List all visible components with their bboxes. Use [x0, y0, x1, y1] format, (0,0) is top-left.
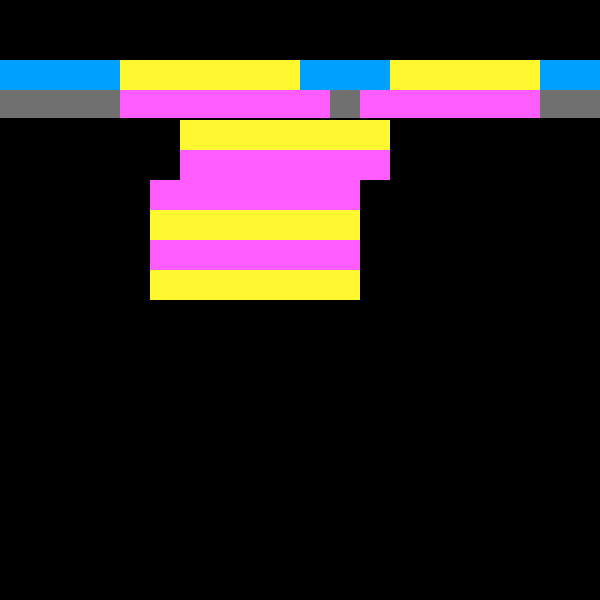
- yellow-bar-upper-1: [120, 60, 300, 90]
- stack-yellow-row-2: [150, 210, 360, 240]
- blue-bar-left: [0, 60, 120, 90]
- magenta-bar-lower-2: [360, 90, 540, 118]
- gray-notch-middle: [330, 90, 360, 118]
- gray-bar-left: [0, 90, 120, 118]
- blue-bar-right: [540, 60, 600, 90]
- stack-magenta-row-2: [150, 180, 360, 210]
- gray-bar-right: [540, 90, 600, 118]
- magenta-bar-lower-1: [120, 90, 330, 118]
- stack-magenta-row-1: [180, 150, 390, 180]
- blue-bar-middle: [300, 60, 390, 90]
- stack-yellow-row-1: [180, 120, 390, 150]
- yellow-bar-upper-2: [390, 60, 540, 90]
- stack-magenta-row-3: [150, 240, 360, 270]
- stack-yellow-row-3: [150, 270, 360, 300]
